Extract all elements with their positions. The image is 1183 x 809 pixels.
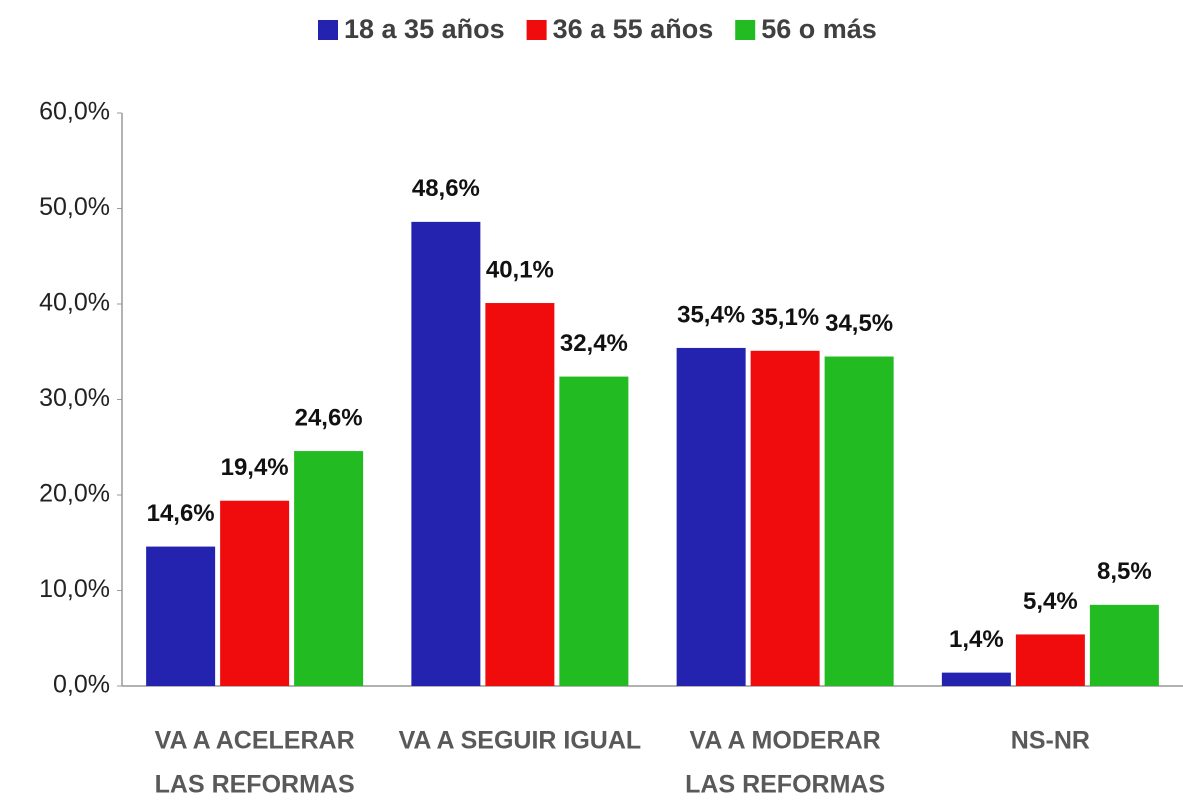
y-tick-label: 0,0% — [53, 671, 110, 699]
bar — [824, 356, 894, 686]
data-label: 48,6% — [412, 175, 480, 202]
legend-swatch — [735, 20, 756, 40]
bar — [559, 376, 629, 686]
data-label: 8,5% — [1097, 558, 1152, 585]
x-tick-label: LAS REFORMAS — [155, 771, 355, 799]
data-label: 1,4% — [949, 626, 1004, 653]
y-tick-label: 50,0% — [39, 193, 110, 221]
x-tick-label: VA A MODERAR — [690, 727, 881, 755]
bar — [676, 347, 746, 686]
data-label: 40,1% — [486, 256, 554, 283]
bar — [1089, 604, 1159, 686]
y-tick-label: 60,0% — [39, 98, 110, 126]
bar — [485, 303, 555, 686]
bar — [294, 451, 364, 686]
legend-label: 18 a 35 años — [344, 14, 505, 44]
legend-label: 36 a 55 años — [553, 14, 714, 44]
data-label: 24,6% — [295, 404, 363, 431]
bar — [411, 221, 481, 686]
y-tick-label: 30,0% — [39, 384, 110, 412]
x-tick-label: VA A SEGUIR IGUAL — [399, 727, 642, 755]
bar — [750, 350, 820, 686]
data-label: 14,6% — [147, 500, 215, 527]
bar — [1015, 634, 1085, 686]
data-label: 19,4% — [221, 454, 289, 481]
x-tick-label: VA A ACELERAR — [155, 727, 355, 755]
x-tick-label: NS-NR — [1011, 727, 1090, 755]
legend-swatch — [526, 20, 547, 40]
data-label: 5,4% — [1023, 588, 1078, 615]
y-tick-label: 40,0% — [39, 289, 110, 317]
data-label: 32,4% — [560, 330, 628, 357]
y-tick-label: 10,0% — [39, 575, 110, 603]
bar — [146, 546, 216, 686]
bar — [220, 500, 290, 686]
y-tick-label: 20,0% — [39, 480, 110, 508]
legend-label: 56 o más — [761, 14, 877, 44]
legend-swatch — [318, 20, 338, 40]
data-label: 35,1% — [751, 304, 819, 331]
x-tick-label: LAS REFORMAS — [685, 771, 885, 799]
data-label: 35,4% — [677, 301, 745, 328]
data-label: 34,5% — [825, 310, 893, 337]
bar — [941, 672, 1011, 686]
